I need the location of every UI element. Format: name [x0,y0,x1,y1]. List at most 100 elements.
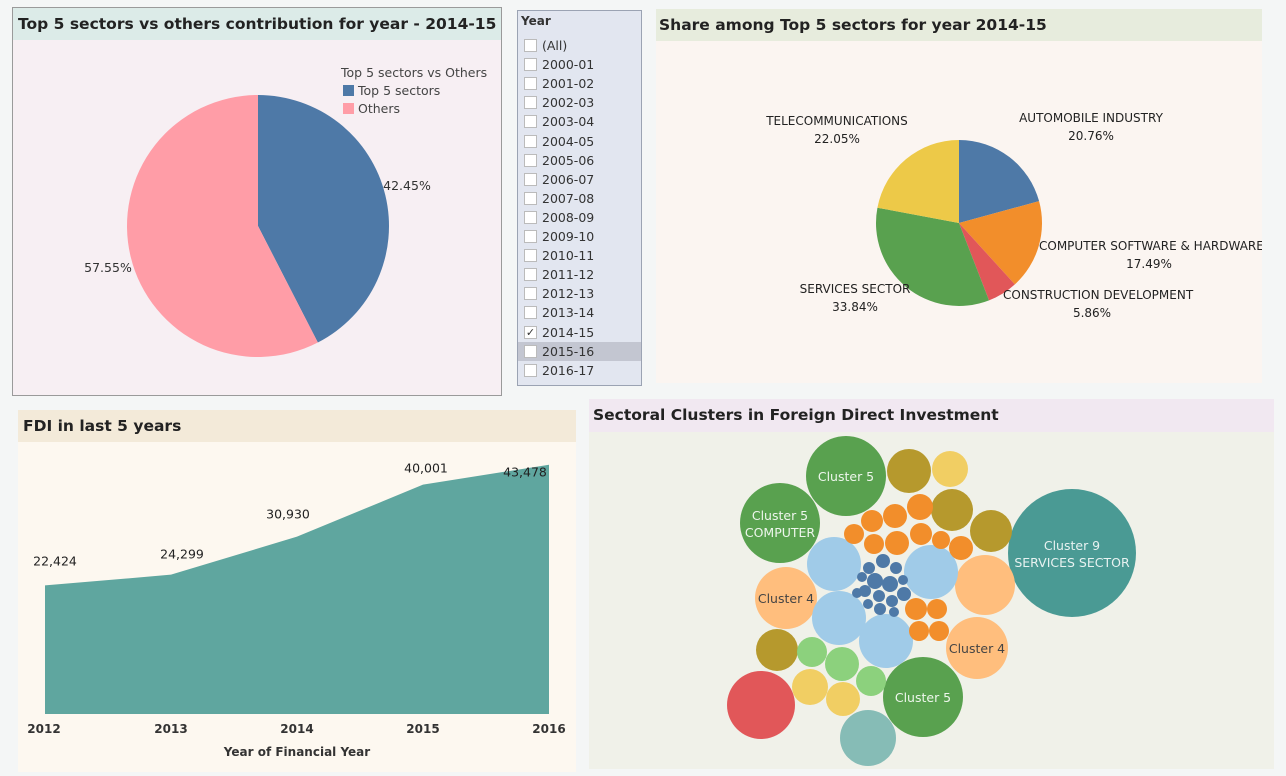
bubble[interactable] [812,591,866,645]
pie-slice-4[interactable] [877,140,959,223]
filter-option-2003-04[interactable]: 2003-04 [518,112,641,131]
bubble[interactable] [859,585,871,597]
bubble-cluster9-services[interactable] [1008,489,1136,617]
pie-slice-0[interactable] [959,140,1040,223]
checkbox[interactable] [524,115,537,129]
bubble[interactable] [856,666,886,696]
bubble[interactable] [887,449,931,493]
filter-option-2013-14[interactable]: 2013-14 [518,303,641,322]
filter-option-2001-02[interactable]: 2001-02 [518,74,641,93]
checkbox[interactable] [524,191,537,205]
bubble[interactable] [727,671,795,739]
bubble[interactable] [970,510,1012,552]
checkbox[interactable] [524,153,537,167]
filter-option-2005-06[interactable]: 2005-06 [518,151,641,170]
bubble[interactable] [861,510,883,532]
bubble-cluster5-bottom[interactable] [883,657,963,737]
filter-option-2000-01[interactable]: 2000-01 [518,55,641,74]
filter-option-2012-13[interactable]: 2012-13 [518,284,641,303]
checkbox[interactable] [524,210,537,224]
bubble[interactable] [904,545,958,599]
bubble[interactable] [885,531,909,555]
checkbox[interactable] [524,344,537,358]
bubble[interactable] [932,531,950,549]
bubble[interactable] [907,494,933,520]
filter-option-2006-07[interactable]: 2006-07 [518,170,641,189]
bubble[interactable] [927,599,947,619]
filter-option-2010-11[interactable]: 2010-11 [518,246,641,265]
filter-option-2007-08[interactable]: 2007-08 [518,189,641,208]
checkbox[interactable] [524,230,537,243]
bubble[interactable] [874,603,886,615]
bubble[interactable] [867,573,883,589]
bubble[interactable] [864,534,884,554]
bubble-cluster5-top[interactable] [806,436,886,516]
top5-share-pie-chart[interactable]: AUTOMOBILE INDUSTRY 20.76% COMPUTER SOFTWA… [656,41,1262,383]
filter-option-2015-16[interactable]: 2015-16 [518,341,641,361]
checkbox[interactable] [524,363,537,377]
pie-slice-2[interactable] [959,223,1015,301]
filter-option-2002-03[interactable]: 2002-03 [518,93,641,112]
cluster-bubble-chart[interactable]: Cluster 9 SERVICES SECTOR Cluster 5 Clus… [589,432,1274,769]
bubble[interactable] [863,599,873,609]
checkbox[interactable] [524,268,537,282]
legend-label[interactable]: Others [358,101,400,116]
bubble[interactable] [910,523,932,545]
filter-option-2011-12[interactable]: 2011-12 [518,265,641,284]
bubble[interactable] [897,587,911,601]
year-filter[interactable]: Year (All) 2000-01 2001-02 2002-03 2003-04 20… [517,10,642,386]
checkbox[interactable] [524,39,537,52]
checkbox[interactable] [524,134,537,148]
checkbox[interactable] [524,172,537,186]
area-series[interactable] [45,464,549,714]
bubble[interactable] [825,647,859,681]
bubble[interactable] [756,629,798,671]
checkbox[interactable] [524,306,537,320]
bubble[interactable] [852,588,862,598]
bubble[interactable] [873,590,885,602]
top5-vs-others-pie-chart[interactable]: 42.45% 57.55% Top 5 sectors vs Others Top 5… [13,40,501,395]
checkbox[interactable] [524,287,537,301]
filter-option-2016-17[interactable]: 2016-17 [518,361,641,380]
filter-option-2008-09[interactable]: 2008-09 [518,208,641,227]
checkbox[interactable] [524,96,537,110]
bubble[interactable] [859,614,913,668]
checkbox[interactable] [524,58,537,72]
bubble[interactable] [792,669,828,705]
checkbox[interactable]: ✓ [524,325,537,339]
pie-slice-0[interactable] [258,95,389,343]
filter-option-2009-10[interactable]: 2009-10 [518,227,641,246]
bubble[interactable] [826,682,860,716]
pie-slice-1[interactable] [126,95,318,358]
checkbox[interactable] [524,249,537,263]
bubble[interactable] [909,621,929,641]
pie-slice-1[interactable] [959,201,1042,285]
bubble[interactable] [882,576,898,592]
bubble-cluster4-right[interactable] [946,617,1008,679]
bubble[interactable] [931,489,973,531]
bubble[interactable] [886,595,898,607]
bubble[interactable] [883,504,907,528]
bubble[interactable] [890,562,902,574]
bubble[interactable] [807,537,861,591]
bubble[interactable] [844,524,864,544]
bubble[interactable] [955,555,1015,615]
bubble[interactable] [863,562,875,574]
filter-option-2014-15[interactable]: ✓ 2014-15 [518,323,641,342]
filter-option-2004-05[interactable]: 2004-05 [518,132,641,151]
bubble[interactable] [797,637,827,667]
bubble[interactable] [876,554,890,568]
bubble[interactable] [929,621,949,641]
bubble[interactable] [949,536,973,560]
bubble[interactable] [905,598,927,620]
bubble-cluster4-left[interactable] [755,567,817,629]
pie-slice-3[interactable] [876,207,990,306]
filter-option-all[interactable]: (All) [518,36,641,55]
bubble[interactable] [889,607,899,617]
bubble[interactable] [932,451,968,487]
legend-label[interactable]: Top 5 sectors [357,83,440,98]
bubble[interactable] [857,572,867,582]
bubble[interactable] [898,575,908,585]
checkbox[interactable] [524,77,537,91]
fdi-area-chart[interactable]: 22,424 24,299 30,930 40,001 43,478 2012 2013 20… [18,442,576,772]
